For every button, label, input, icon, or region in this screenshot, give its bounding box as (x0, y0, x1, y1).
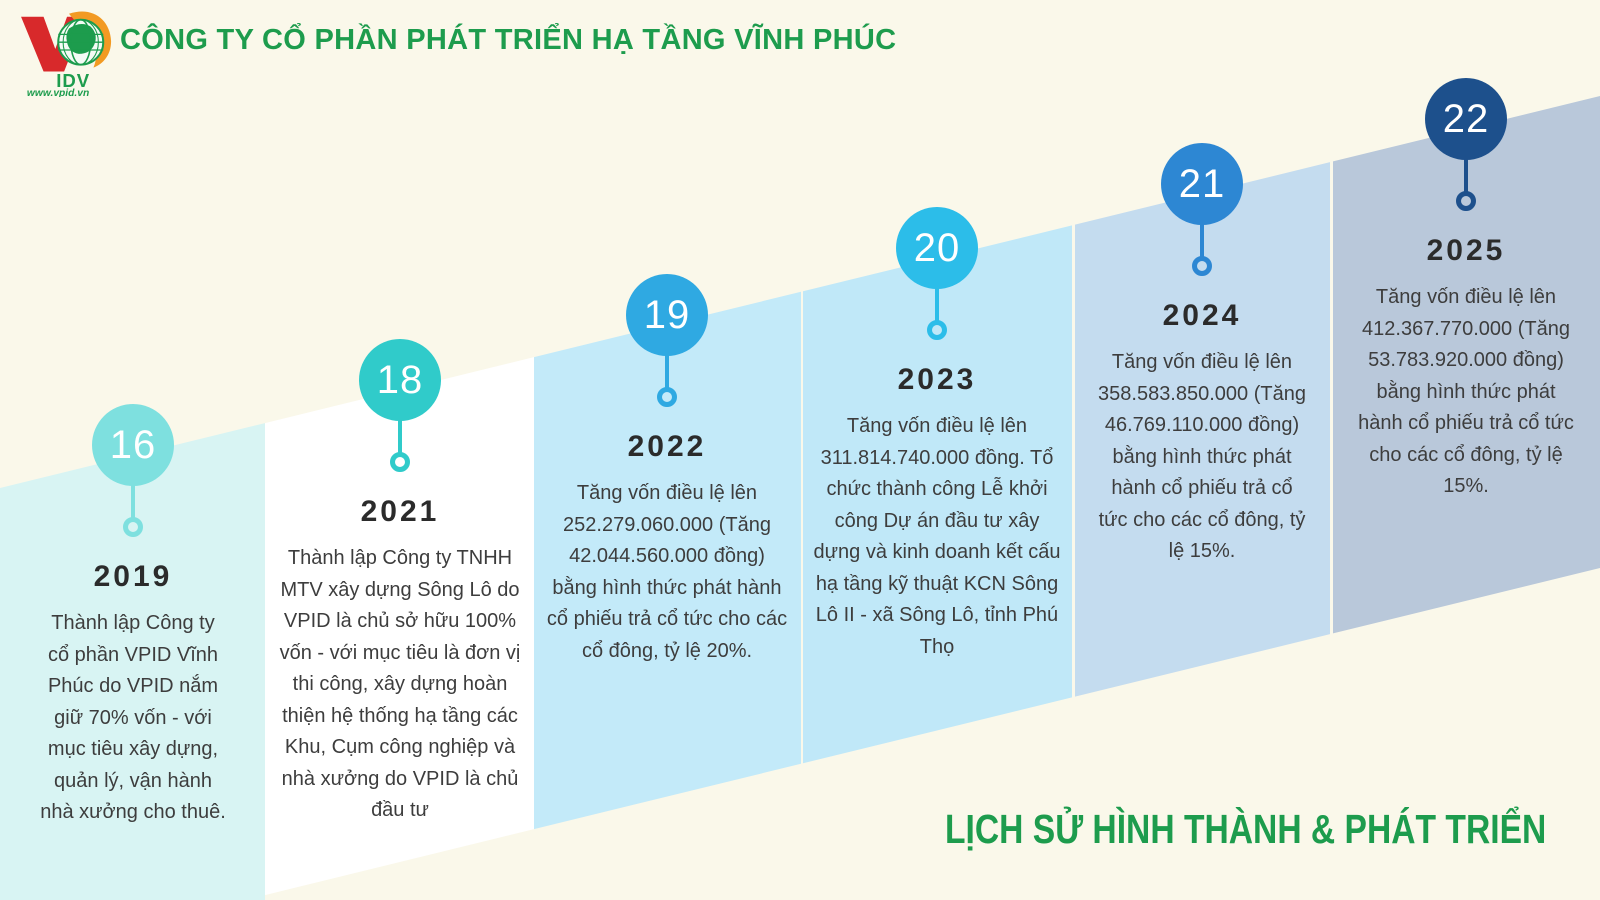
milestone-number-badge: 21 (1161, 143, 1243, 225)
milestone-number-badge: 20 (896, 207, 978, 289)
globe-icon (57, 18, 105, 66)
badge-connector-ring-icon (1192, 256, 1212, 276)
company-logo: IDV www.vpid.vn (21, 11, 112, 97)
milestone-description: Thành lập Công ty TNHH MTV xây dựng Sông… (279, 547, 521, 821)
timeline-step-shape-2022 (534, 291, 801, 830)
timeline-step-shape-2025 (1333, 96, 1600, 634)
milestone-year: 2025 (1426, 234, 1506, 267)
timeline-step: 19 2022 Tăng vốn điều lệ lên 252.279.060… (527, 274, 807, 662)
badge-connector-line (1200, 219, 1204, 257)
badge-connector-line (131, 480, 135, 518)
badge-connector-ring-icon (123, 517, 143, 537)
milestone-year: 2023 (897, 363, 977, 396)
timeline-step-shape-2021 (265, 357, 534, 896)
milestone-description: Tăng vốn điều lệ lên 252.279.060.000 (Tă… (546, 482, 788, 662)
logo-text: IDV (56, 70, 90, 91)
badge-connector-ring-icon (1456, 191, 1476, 211)
milestone-year: 2019 (93, 560, 173, 593)
footer-title: LỊCH SỬ HÌNH THÀNH & PHÁT TRIỂN (944, 806, 1546, 852)
milestone-number-badge: 19 (626, 274, 708, 356)
badge-connector-ring-icon (927, 320, 947, 340)
timeline-step-shape-2019 (0, 423, 265, 900)
milestone-year: 2022 (627, 430, 707, 463)
badge-connector-line (398, 415, 402, 453)
timeline-step: 21 2024 Tăng vốn điều lệ lên 358.583.850… (1062, 143, 1342, 562)
badge-connector-line (1464, 154, 1468, 192)
milestone-year: 2021 (360, 495, 440, 528)
timeline-step-shape-2023 (803, 225, 1072, 764)
milestone-number-badge: 22 (1425, 78, 1507, 160)
badge-connector-ring-icon (390, 452, 410, 472)
logo-website: www.vpid.vn (27, 88, 89, 97)
badge-connector-ring-icon (657, 387, 677, 407)
milestone-description: Tăng vốn điều lệ lên 358.583.850.000 (Tă… (1098, 351, 1306, 562)
milestone-number-badge: 16 (92, 404, 174, 486)
milestone-description: Tăng vốn điều lệ lên 412.367.770.000 (Tă… (1358, 286, 1574, 497)
milestone-number-badge: 18 (359, 339, 441, 421)
milestone-description: Thành lập Công ty cổ phần VPID Vĩnh Phúc… (40, 612, 226, 823)
badge-connector-line (935, 283, 939, 321)
page-title: CÔNG TY CỔ PHẦN PHÁT TRIỂN HẠ TẦNG VĨNH … (120, 24, 897, 56)
milestone-year: 2024 (1162, 299, 1242, 332)
milestone-description: Tăng vốn điều lệ lên 311.814.740.000 đồn… (813, 415, 1061, 658)
timeline-step-shape-2024 (1075, 162, 1330, 697)
badge-connector-line (665, 350, 669, 388)
timeline-step: 20 2023 Tăng vốn điều lệ lên 311.814.740… (797, 207, 1077, 658)
timeline-step: 18 2021 Thành lập Công ty TNHH MTV xây d… (260, 339, 540, 821)
timeline-step: 22 2025 Tăng vốn điều lệ lên 412.367.770… (1326, 78, 1600, 497)
timeline-step: 16 2019 Thành lập Công ty cổ phần VPID V… (0, 404, 273, 823)
